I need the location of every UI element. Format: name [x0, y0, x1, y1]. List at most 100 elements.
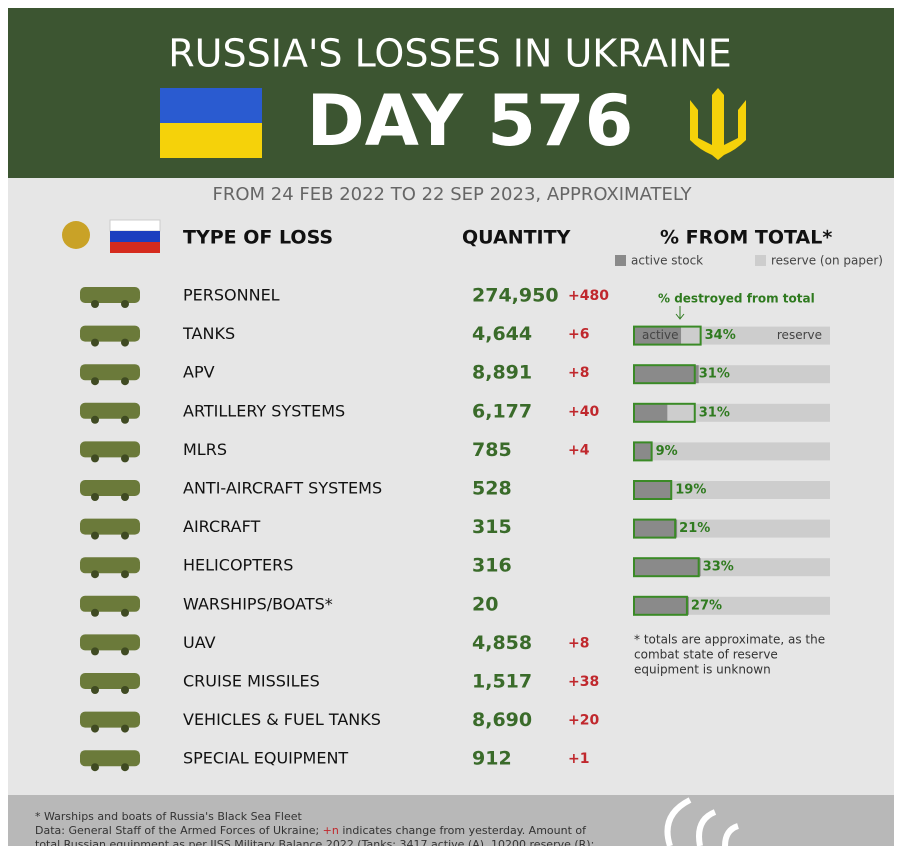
- row-change: +38: [568, 674, 599, 690]
- flag-ru: [110, 231, 160, 242]
- day: DAY 576: [307, 80, 634, 162]
- icon: [91, 493, 99, 501]
- row-name: MLRS: [183, 440, 227, 459]
- icon: [121, 608, 129, 617]
- bar-active: [634, 403, 668, 422]
- note: * totals are approximate, as the: [634, 633, 825, 647]
- row-name: APV: [183, 363, 215, 382]
- icon: [91, 531, 99, 540]
- footer-text: Data: General Staff of the Armed Forces …: [35, 824, 323, 837]
- row-name: SPECIAL EQUIPMENT: [183, 749, 348, 768]
- logo: [664, 797, 740, 846]
- row-change: +4: [568, 442, 590, 458]
- row-change: +20: [568, 713, 599, 729]
- bar-track: [634, 326, 830, 345]
- bar-label: active: [642, 328, 678, 342]
- row-quantity: 4,644: [472, 323, 532, 345]
- title: RUSSIA'S LOSSES IN UKRAINE: [168, 32, 731, 76]
- footer-band: [8, 795, 894, 846]
- icon: [91, 608, 99, 617]
- row-quantity: 8,690: [472, 709, 532, 731]
- row-quantity: 785: [472, 439, 512, 461]
- icon: [91, 415, 99, 424]
- row-quantity: 316: [472, 555, 512, 577]
- icon: [121, 724, 129, 733]
- bar-active: [634, 326, 682, 345]
- bar-track: [634, 403, 830, 422]
- percent-label: 34%: [705, 328, 736, 343]
- icon: [121, 377, 129, 386]
- icon: [80, 595, 140, 612]
- icon: [121, 570, 129, 579]
- icon: [80, 402, 140, 419]
- icon: [80, 325, 140, 342]
- row-change: +8: [568, 365, 589, 381]
- icon: [80, 750, 140, 767]
- bar-active: [634, 481, 672, 499]
- row-name: ARTILLERY SYSTEMS: [183, 401, 345, 420]
- column-header: % FROM TOTAL*: [660, 227, 832, 249]
- bar-active: [634, 365, 699, 384]
- bar-active: [634, 596, 689, 615]
- icon: [80, 287, 140, 303]
- row-change: +1: [568, 751, 589, 767]
- row-quantity: 1,517: [472, 671, 532, 693]
- icon: [121, 338, 129, 347]
- icon: [80, 441, 140, 458]
- percent-label: 33%: [703, 560, 734, 575]
- icon: [121, 493, 129, 501]
- icon: [80, 480, 140, 496]
- legend-label: reserve (on paper): [771, 254, 883, 268]
- icon: [121, 300, 129, 308]
- bar-destroyed: [633, 402, 696, 423]
- flag-blue: [160, 88, 262, 123]
- icon: [80, 673, 140, 689]
- bar-track: [634, 442, 830, 461]
- column-header: TYPE OF LOSS: [183, 227, 333, 249]
- icon: [121, 763, 129, 772]
- arrow: [675, 306, 685, 320]
- bar-active: [634, 442, 652, 461]
- icon: [91, 724, 99, 733]
- row-name: WARSHIPS/BOATS*: [183, 594, 333, 613]
- bar-active: [634, 558, 701, 577]
- bar-destroyed: [633, 518, 677, 539]
- icon: [91, 570, 99, 579]
- legend-destroyed: % destroyed from total: [658, 292, 815, 306]
- bar-destroyed: [633, 557, 700, 578]
- column-header: QUANTITY: [462, 227, 571, 249]
- bar-label: reserve: [777, 328, 822, 342]
- row-quantity: 274,950: [472, 285, 559, 307]
- row-change: +6: [568, 327, 589, 343]
- icon: [91, 300, 99, 308]
- row-quantity: 528: [472, 478, 512, 500]
- legend-swatch: [615, 255, 626, 266]
- icon: [121, 415, 129, 424]
- subtitle: FROM 24 FEB 2022 TO 22 SEP 2023, APPROXI…: [212, 184, 692, 205]
- icon: [121, 531, 129, 540]
- percent-label: 21%: [679, 521, 710, 536]
- icon: [121, 647, 129, 656]
- row-quantity: 912: [472, 748, 512, 770]
- row-change: +40: [568, 404, 599, 420]
- footer-text: +n: [323, 824, 339, 837]
- row-name: HELICOPTERS: [183, 556, 293, 575]
- note: equipment is unknown: [634, 663, 771, 677]
- icon: [91, 686, 99, 694]
- row-quantity: 20: [472, 593, 498, 615]
- legend-swatch: [755, 255, 766, 266]
- footer-text: indicates change from yesterday. Amount …: [339, 824, 587, 837]
- flag-ru: [109, 219, 161, 232]
- flag-ru: [110, 242, 160, 253]
- icon: [80, 557, 140, 574]
- icon: [80, 711, 140, 728]
- emblem: [62, 221, 90, 249]
- icon: [91, 338, 99, 347]
- bar-destroyed: [633, 364, 696, 385]
- icon: [91, 377, 99, 386]
- note: combat state of reserve: [634, 648, 778, 662]
- row-name: PERSONNEL: [183, 286, 280, 305]
- row-change: +480: [568, 288, 609, 304]
